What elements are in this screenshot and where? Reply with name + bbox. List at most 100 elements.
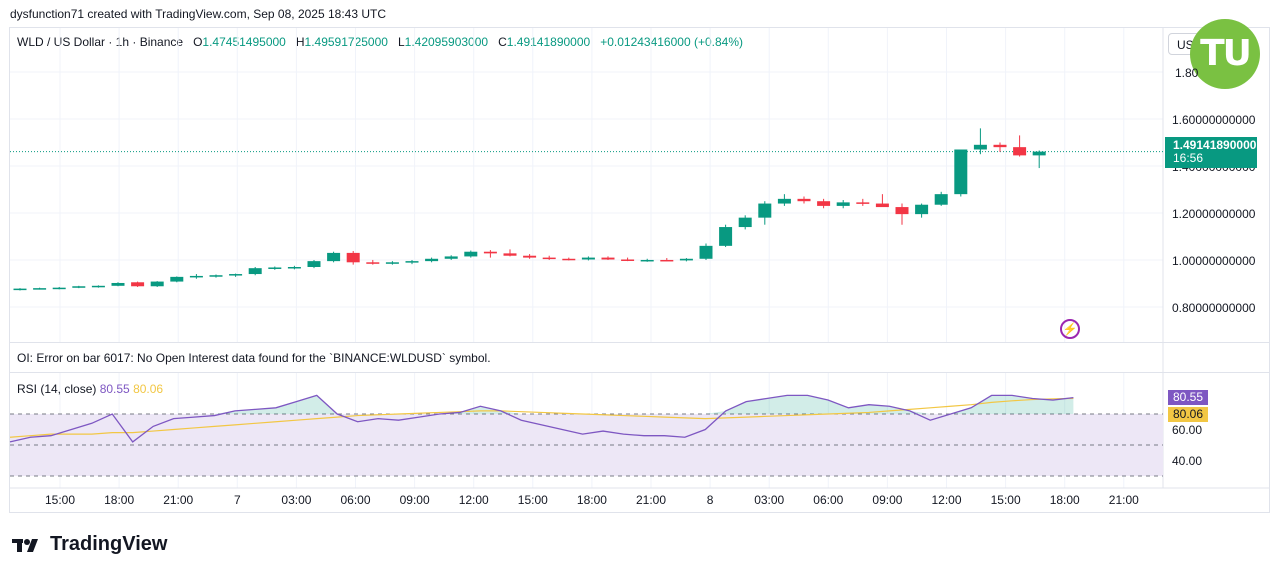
time-axis-label: 18:00 [104, 493, 135, 507]
chart-frame [9, 27, 1270, 513]
candle-body [856, 202, 870, 204]
candle-body [738, 217, 752, 228]
tradingview-logo[interactable]: TradingView [12, 533, 167, 556]
rsi-ma-tag: 80.06 [1168, 407, 1208, 422]
rsi-ma-value: 80.06 [133, 382, 164, 396]
candle-body [444, 256, 458, 259]
candle-body [189, 275, 203, 278]
time-axis-label: 09:00 [872, 493, 903, 507]
rsi-ma-line [9, 397, 1074, 438]
author-logo-badge: TU [1190, 19, 1260, 89]
candle-body [91, 285, 105, 288]
candle-body [464, 251, 478, 257]
candle-body [875, 203, 889, 208]
rsi-label: RSI (14, close) [17, 382, 97, 396]
candle-body [699, 245, 713, 259]
candle-body [307, 261, 321, 267]
candle-body [483, 251, 497, 254]
time-axis-label: 15:00 [517, 493, 548, 507]
candle-body [679, 258, 693, 261]
candle-body [327, 252, 341, 262]
candle-body [797, 198, 811, 202]
candle-body [1013, 147, 1027, 156]
symbol-legend: WLD / US Dollar · 1h · Binance O1.474514… [17, 35, 743, 49]
candle-body [52, 287, 66, 290]
close-value: 1.49141890000 [506, 35, 591, 49]
candle-body [170, 276, 184, 282]
time-axis-label: 15:00 [990, 493, 1021, 507]
candle-body [895, 207, 909, 215]
time-axis-label: 18:00 [1049, 493, 1080, 507]
candle-body [523, 255, 537, 258]
time-axis-label: 03:00 [281, 493, 312, 507]
rsi-overbought-fill [10, 395, 1074, 414]
time-axis-label: 09:00 [399, 493, 430, 507]
candle-body [229, 274, 243, 276]
rsi-axis-label: 60.00 [1172, 423, 1203, 437]
candle-body [640, 259, 654, 262]
time-axis-label: 12:00 [458, 493, 489, 507]
change-value: +0.01243416000 (+0.84%) [600, 35, 743, 49]
time-axis-label: 06:00 [340, 493, 371, 507]
candle-body [719, 227, 733, 246]
tradingview-mark-icon [12, 538, 38, 552]
time-axis-label: 15:00 [45, 493, 76, 507]
pane-separator [10, 342, 1269, 343]
close-label: C [498, 35, 507, 49]
price-axis-label: 1.20000000000 [1172, 207, 1256, 221]
candle-body [601, 257, 615, 260]
candle-body [287, 267, 301, 269]
time-axis-label: 7 [233, 493, 241, 507]
symbol-title: WLD / US Dollar · 1h · Binance [17, 35, 184, 49]
time-axis-label: 21:00 [636, 493, 667, 507]
rsi-line [9, 394, 1074, 443]
lightning-icon[interactable]: ⚡ [1060, 319, 1080, 339]
candle-body [366, 262, 380, 264]
time-axis-label: 18:00 [576, 493, 607, 507]
candle-body [346, 252, 360, 263]
candle-body [836, 202, 850, 206]
price-axis-label: 1.80 [1175, 66, 1199, 80]
price-axis-label: 1.60000000000 [1172, 113, 1256, 127]
current-price-tag: 1.49141890000 16:56 [1165, 137, 1257, 168]
time-axis-label: 21:00 [163, 493, 194, 507]
pane-separator [10, 372, 1269, 373]
candle-body [660, 259, 674, 262]
bar-countdown: 16:56 [1173, 151, 1204, 165]
candle-body [405, 261, 419, 263]
candle-body [385, 262, 399, 264]
candle-body [111, 282, 125, 286]
rsi-axis-label: 40.00 [1172, 454, 1203, 468]
time-axis-label: 03:00 [754, 493, 785, 507]
time-axis-label: 21:00 [1108, 493, 1139, 507]
candle-body [562, 258, 576, 261]
high-value: 1.49591725000 [304, 35, 388, 49]
high-label: H [295, 35, 305, 49]
rsi-value-tag: 80.55 [1168, 390, 1208, 405]
candle-body [1032, 151, 1046, 156]
price-axis-label: 0.80000000000 [1172, 301, 1256, 315]
rsi-value: 80.55 [99, 382, 130, 396]
low-value: 1.42095903000 [404, 35, 489, 49]
candle-body [817, 201, 831, 206]
time-axis-label: 8 [706, 493, 714, 507]
candle-body [993, 144, 1007, 148]
oi-error-message: OI: Error on bar 6017: No Open Interest … [17, 351, 491, 365]
candle-body [777, 198, 791, 204]
candle-body [934, 194, 948, 205]
time-axis-label: 06:00 [813, 493, 844, 507]
candle-body [13, 288, 27, 291]
current-price: 1.49141890000 [1173, 138, 1257, 152]
candle-body [915, 204, 929, 215]
candle-body [758, 203, 772, 218]
candle-body [150, 281, 164, 287]
candle-body [581, 257, 595, 260]
candle-body [248, 268, 262, 275]
candle-body [542, 257, 556, 260]
candle-body [131, 282, 145, 287]
candle-body [268, 267, 282, 269]
attribution-text: dysfunction71 created with TradingView.c… [10, 7, 387, 21]
candle-body [973, 144, 987, 150]
candle-body [425, 258, 439, 262]
